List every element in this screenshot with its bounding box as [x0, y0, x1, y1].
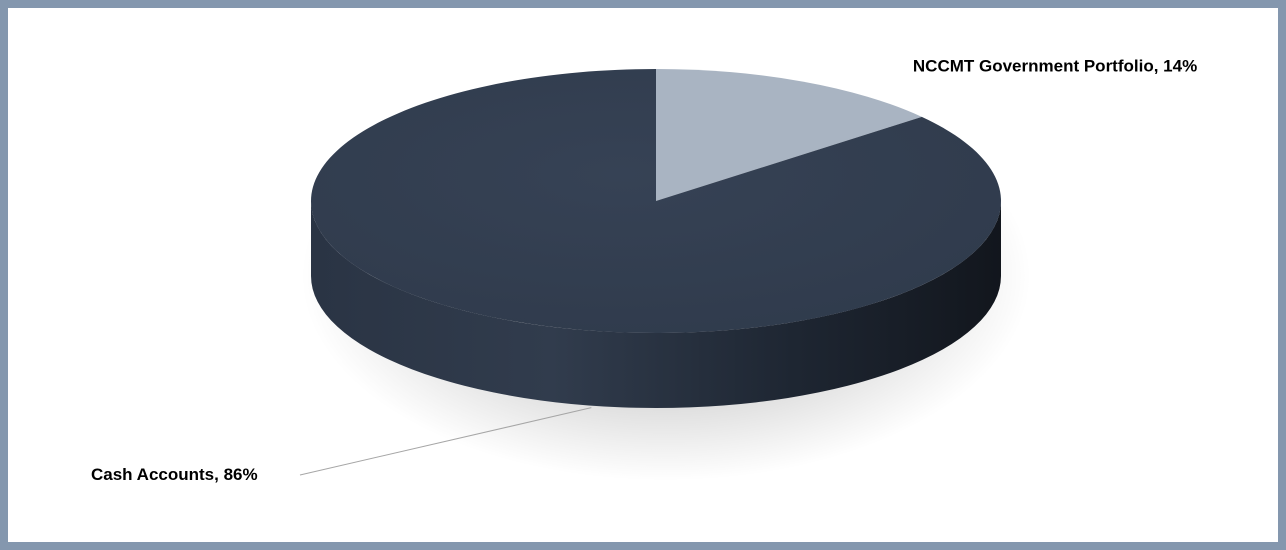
pie-slice-nccmt-government-portfolio[interactable]: [656, 69, 922, 201]
data-label-cash-accounts: Cash Accounts, 86%: [91, 465, 258, 484]
data-label-nccmt-government-portfolio: NCCMT Government Portfolio, 14%: [913, 57, 1197, 76]
chart-area: NCCMT Government Portfolio, 14% Cash Acc…: [8, 8, 1278, 542]
pie-slice-cash-accounts[interactable]: [311, 69, 1001, 333]
pie-side-wall: [311, 201, 1001, 408]
pie-slices: [311, 69, 1001, 408]
data-labels: NCCMT Government Portfolio, 14% Cash Acc…: [91, 57, 1197, 484]
pie-chart: NCCMT Government Portfolio, 14% Cash Acc…: [91, 57, 1197, 484]
leader-line-cash-accounts: [299, 407, 592, 476]
